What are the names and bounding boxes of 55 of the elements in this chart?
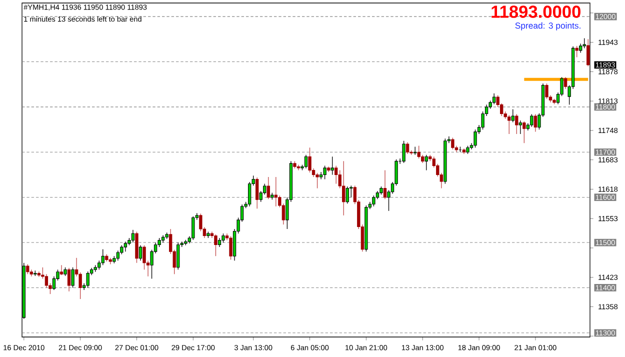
candlestick xyxy=(508,114,511,134)
candlestick xyxy=(248,182,252,207)
candlestick xyxy=(545,83,548,100)
candlestick xyxy=(372,195,376,207)
candlestick xyxy=(564,76,568,90)
candlestick xyxy=(579,43,582,54)
candlestick xyxy=(402,140,406,164)
candlestick xyxy=(218,238,222,248)
candlestick xyxy=(138,244,142,261)
candlestick xyxy=(383,170,387,200)
candlestick xyxy=(424,154,428,171)
annotation: Spread: 3 points. xyxy=(515,22,580,30)
candlestick xyxy=(67,268,71,292)
candlestick xyxy=(316,172,319,189)
candlestick xyxy=(319,172,323,180)
candlestick xyxy=(582,38,586,49)
candlestick xyxy=(101,248,104,266)
candlestick xyxy=(229,236,232,260)
candlestick xyxy=(304,154,308,169)
candlestick xyxy=(346,186,349,204)
candlestick xyxy=(26,264,30,274)
candlestick xyxy=(116,250,120,261)
candlestick xyxy=(522,121,526,144)
candlestick xyxy=(124,241,128,252)
candlestick xyxy=(60,264,64,276)
candlestick xyxy=(71,267,74,288)
candlestick xyxy=(515,114,518,134)
candlestick xyxy=(406,142,410,154)
candlestick xyxy=(474,129,477,148)
annotation: 11893.0000 xyxy=(492,6,580,18)
candlestick xyxy=(575,46,578,58)
candlestick xyxy=(44,274,48,288)
candlestick xyxy=(214,234,218,256)
candlestick xyxy=(274,176,278,207)
candlestick xyxy=(176,242,180,270)
candlestick xyxy=(323,165,326,180)
candlestick xyxy=(308,147,312,173)
candlestick xyxy=(350,185,353,198)
candlestick xyxy=(192,216,195,240)
candlestick xyxy=(451,137,454,150)
candlestick xyxy=(131,230,135,243)
candlestick xyxy=(534,114,538,132)
candlestick xyxy=(266,176,270,200)
candlestick xyxy=(511,108,514,123)
candlestick xyxy=(256,177,259,209)
candlestick xyxy=(86,271,90,288)
candlestick xyxy=(342,160,346,216)
candlestick xyxy=(334,165,338,184)
candlestick xyxy=(518,120,522,134)
candlestick xyxy=(492,93,496,105)
candlestick xyxy=(417,145,420,159)
candlestick xyxy=(530,114,534,128)
candlestick xyxy=(222,233,225,243)
candlestick xyxy=(330,156,334,176)
candlestick xyxy=(586,38,590,67)
